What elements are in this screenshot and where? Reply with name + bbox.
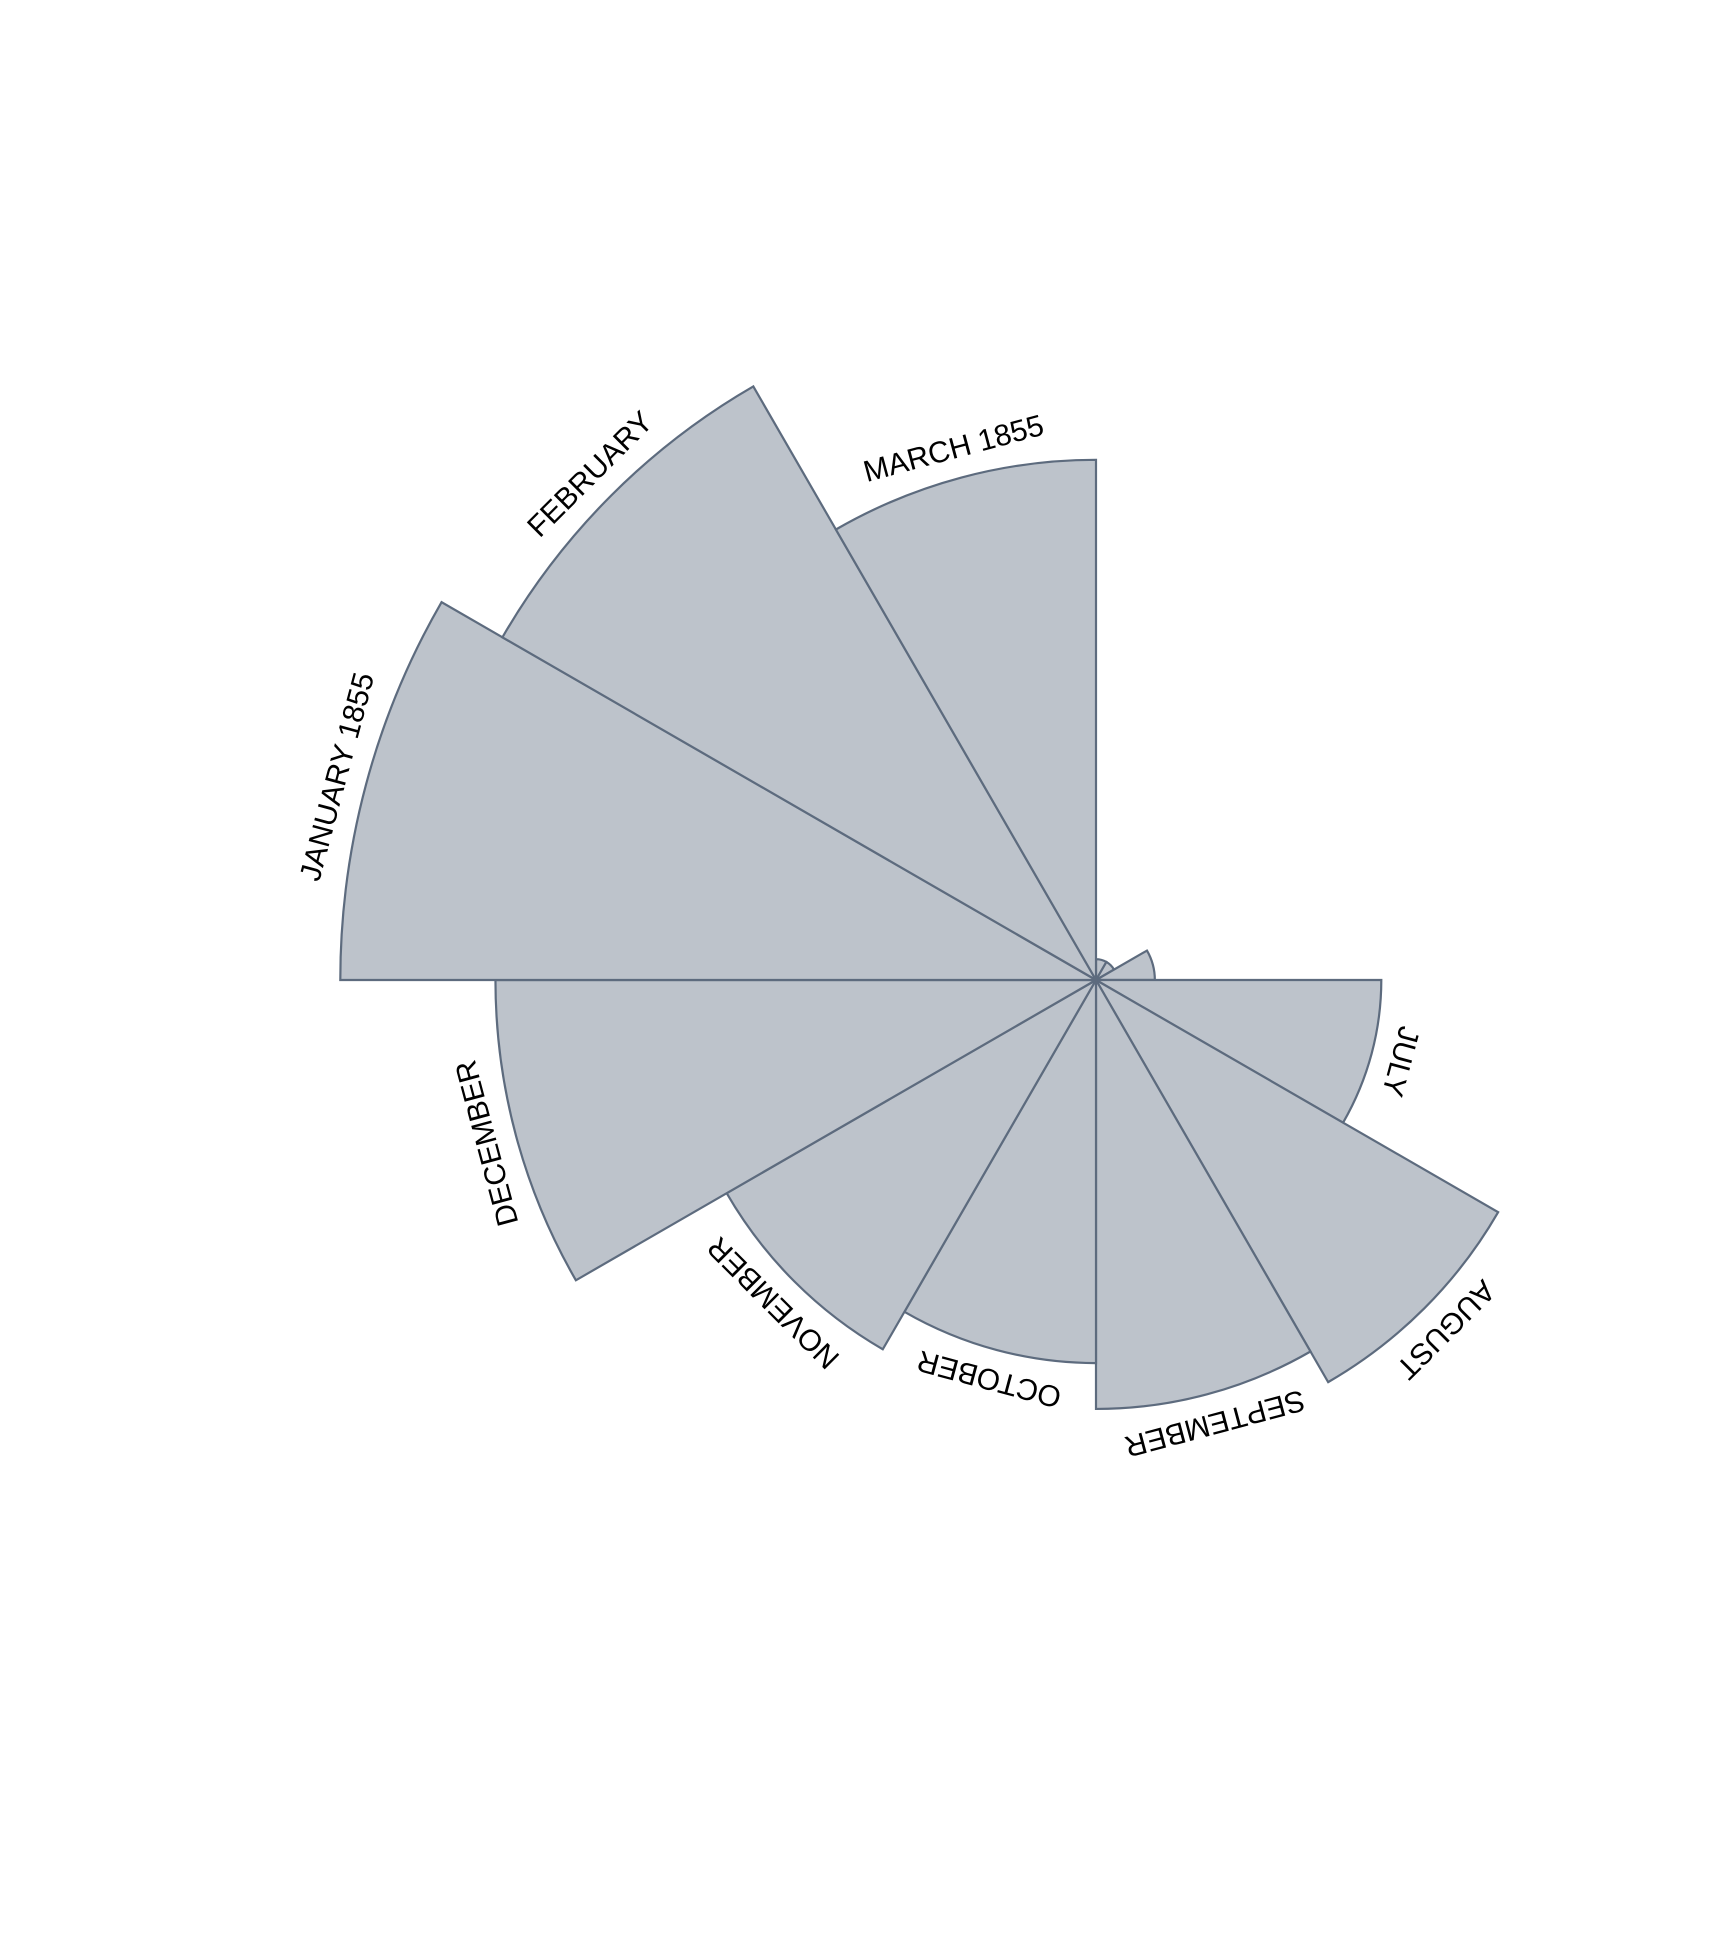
month-label-july: JULY bbox=[1375, 1023, 1425, 1100]
wedge-march-1855 bbox=[834, 458, 1098, 985]
wedge-august bbox=[1092, 976, 1500, 1384]
wedge-july bbox=[1091, 978, 1383, 1125]
wedge-january-1855 bbox=[339, 600, 1101, 982]
wedge-november bbox=[725, 976, 1100, 1351]
wedge-october bbox=[902, 975, 1098, 1365]
wedge-february bbox=[500, 384, 1100, 984]
wedge-group bbox=[339, 384, 1500, 1411]
wedge-september bbox=[1094, 975, 1312, 1411]
wedge-december bbox=[494, 978, 1101, 1282]
